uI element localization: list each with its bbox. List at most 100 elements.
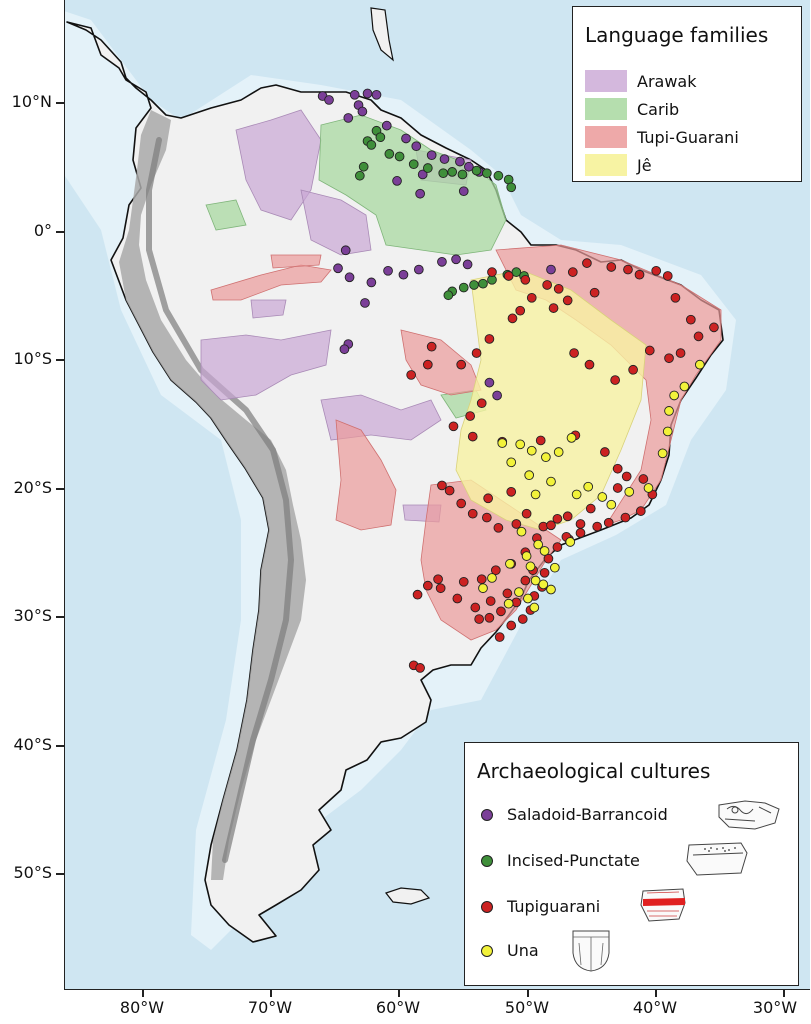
saladoid-site-dot[interactable] [339,344,350,355]
saladoid-site-dot[interactable] [398,269,409,280]
una-site-dot[interactable] [566,433,577,443]
una-site-dot[interactable] [506,457,517,468]
saladoid-site-dot[interactable] [349,89,360,100]
una-site-dot[interactable] [521,551,532,561]
incised-site-dot[interactable] [493,170,504,181]
tupiguarani-site-dot[interactable] [448,421,459,432]
tupiguarani-site-dot[interactable] [521,508,532,519]
una-site-dot[interactable] [525,561,536,572]
tupiguarani-site-dot[interactable] [585,503,596,514]
saladoid-site-dot[interactable] [333,263,343,274]
incised-site-dot[interactable] [469,280,479,290]
saladoid-site-dot[interactable] [417,169,428,180]
incised-site-dot[interactable] [458,282,469,293]
incised-site-dot[interactable] [438,168,449,179]
saladoid-site-dot[interactable] [392,176,402,186]
tupiguarani-site-dot[interactable] [562,511,573,522]
saladoid-site-dot[interactable] [546,264,556,275]
tupiguarani-site-dot[interactable] [606,262,617,272]
incised-site-dot[interactable] [471,165,482,176]
tupiguarani-site-dot[interactable] [476,574,487,585]
saladoid-site-dot[interactable] [458,186,469,197]
incised-site-dot[interactable] [358,161,369,172]
una-site-dot[interactable] [526,445,537,456]
tupiguarani-site-dot[interactable] [493,522,504,533]
tupiguarani-site-dot[interactable] [553,283,564,294]
incised-site-dot[interactable] [447,167,458,177]
tupiguarani-site-dot[interactable] [552,542,563,552]
tupiguarani-site-dot[interactable] [610,375,620,385]
una-site-dot[interactable] [530,489,541,500]
incised-site-dot[interactable] [478,278,488,289]
incised-site-dot[interactable] [408,159,419,170]
tupiguarani-site-dot[interactable] [490,565,501,576]
saladoid-site-dot[interactable] [344,272,355,283]
tupiguarani-site-dot[interactable] [612,463,623,474]
incised-site-dot[interactable] [375,132,386,143]
una-site-dot[interactable] [549,562,560,573]
tupiguarani-site-dot[interactable] [569,348,579,358]
tupiguarani-site-dot[interactable] [465,411,476,421]
una-site-dot[interactable] [657,448,668,459]
tupiguarani-site-dot[interactable] [476,398,487,409]
una-site-dot[interactable] [533,539,544,550]
una-site-dot[interactable] [503,598,514,609]
una-site-dot[interactable] [539,546,550,556]
una-site-dot[interactable] [583,481,594,492]
incised-site-dot[interactable] [354,170,365,181]
tupiguarani-site-dot[interactable] [592,521,603,532]
tupiguarani-site-dot[interactable] [502,588,513,599]
tupiguarani-site-dot[interactable] [526,292,537,303]
una-site-dot[interactable] [538,579,549,590]
una-site-dot[interactable] [530,575,541,586]
una-site-dot[interactable] [546,584,556,595]
una-site-dot[interactable] [529,602,540,613]
una-site-dot[interactable] [643,483,654,493]
una-site-dot[interactable] [515,439,526,450]
tupiguarani-site-dot[interactable] [506,620,517,631]
una-site-dot[interactable] [487,573,497,583]
saladoid-site-dot[interactable] [366,277,377,288]
tupiguarani-site-dot[interactable] [664,353,674,364]
tupiguarani-site-dot[interactable] [474,614,484,624]
tupiguarani-site-dot[interactable] [456,498,467,509]
una-site-dot[interactable] [514,587,524,597]
saladoid-site-dot[interactable] [492,390,502,401]
tupiguarani-site-dot[interactable] [484,612,495,623]
saladoid-site-dot[interactable] [360,298,370,308]
tupiguarani-site-dot[interactable] [467,431,478,442]
tupiguarani-site-dot[interactable] [638,474,649,484]
map-canvas[interactable] [65,0,810,990]
una-site-dot[interactable] [669,390,680,401]
incised-site-dot[interactable] [422,163,433,173]
una-site-dot[interactable] [546,476,556,487]
tupiguarani-site-dot[interactable] [412,589,423,600]
incised-site-dot[interactable] [394,151,405,162]
tupiguarani-site-dot[interactable] [422,359,433,370]
tupiguarani-site-dot[interactable] [515,305,526,316]
tupiguarani-site-dot[interactable] [511,519,522,529]
saladoid-site-dot[interactable] [371,89,382,100]
saladoid-site-dot[interactable] [455,156,465,167]
saladoid-site-dot[interactable] [484,377,495,388]
tupiguarani-site-dot[interactable] [628,364,638,375]
una-site-dot[interactable] [624,487,635,497]
tupiguarani-site-dot[interactable] [485,596,496,606]
una-site-dot[interactable] [694,359,705,370]
tupiguarani-site-dot[interactable] [662,271,673,281]
tupiguarani-site-dot[interactable] [621,471,632,482]
tupiguarani-site-dot[interactable] [503,271,514,281]
tupiguarani-site-dot[interactable] [422,580,433,591]
tupiguarani-site-dot[interactable] [433,574,443,585]
tupiguarani-site-dot[interactable] [670,292,681,303]
tupiguarani-site-dot[interactable] [535,435,546,446]
tupiguarani-site-dot[interactable] [542,280,552,290]
tupiguarani-site-dot[interactable] [507,313,518,324]
tupiguarani-site-dot[interactable] [675,348,686,358]
una-site-dot[interactable] [664,406,674,416]
una-site-dot[interactable] [565,537,576,547]
incised-site-dot[interactable] [511,267,522,277]
tupiguarani-site-dot[interactable] [552,513,563,524]
saladoid-site-dot[interactable] [439,154,450,164]
tupiguarani-site-dot[interactable] [467,508,478,519]
